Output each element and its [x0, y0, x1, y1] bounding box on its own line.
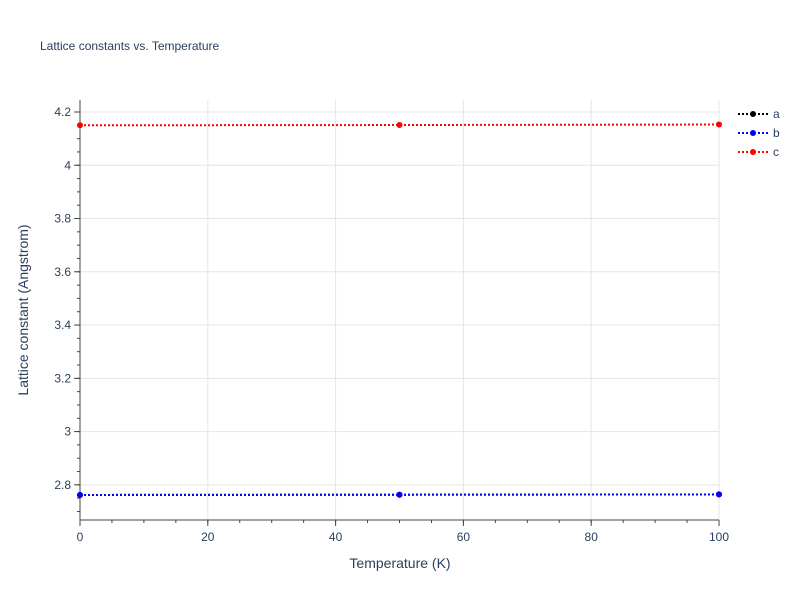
- y-tick-label: 3.8: [54, 212, 71, 226]
- data-point-b: [396, 491, 403, 498]
- x-tick-label: 60: [457, 530, 471, 544]
- data-point-b: [77, 491, 83, 498]
- chart-title: Lattice constants vs. Temperature: [40, 39, 220, 53]
- y-tick-label: 2.8: [54, 478, 71, 492]
- x-tick-label: 40: [329, 530, 343, 544]
- legend-label-c: c: [773, 145, 779, 159]
- series-line-c: [79, 123, 720, 127]
- x-axis-label: Temperature (K): [349, 555, 450, 571]
- data-point-c: [396, 122, 403, 129]
- y-tick-label: 3.4: [54, 318, 71, 332]
- data-point-c: [716, 121, 722, 128]
- x-tick-label: 0: [77, 530, 84, 544]
- y-tick-label: 3: [64, 425, 71, 439]
- x-tick-label: 100: [709, 530, 729, 544]
- data-point-c: [77, 122, 83, 129]
- y-axis-label: Lattice constant (Angstrom): [15, 224, 31, 395]
- y-tick-label: 3.2: [54, 371, 71, 385]
- legend-label-b: b: [773, 126, 780, 140]
- legend-marker-a: [750, 111, 756, 117]
- series-line-b: [79, 493, 720, 496]
- x-tick-label: 20: [201, 530, 215, 544]
- y-tick-label: 4: [64, 158, 71, 172]
- y-tick-label: 4.2: [54, 105, 71, 119]
- x-tick-label: 80: [585, 530, 599, 544]
- legend-label-a: a: [773, 107, 780, 121]
- legend-marker-b: [750, 130, 756, 136]
- data-point-b: [716, 491, 722, 498]
- y-tick-label: 3.6: [54, 265, 71, 279]
- legend-marker-c: [750, 149, 756, 155]
